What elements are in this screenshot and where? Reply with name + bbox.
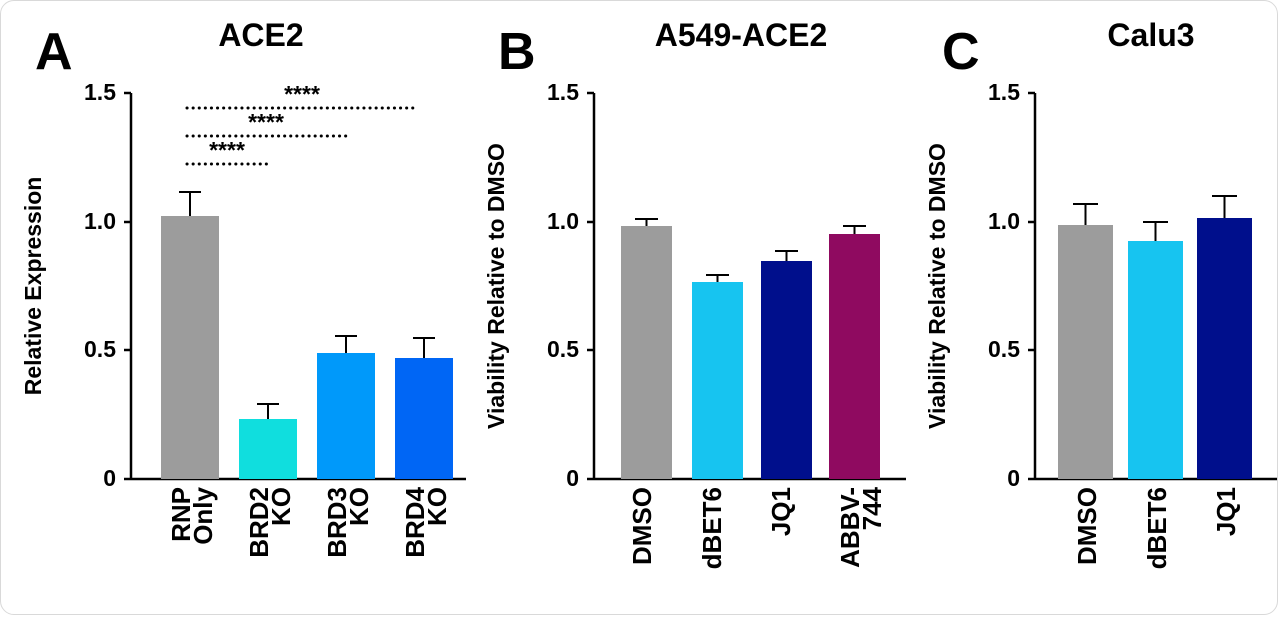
svg-text:Only: Only (188, 486, 218, 544)
svg-text:B: B (498, 23, 536, 81)
svg-text:dBET6: dBET6 (1142, 487, 1172, 569)
svg-text:1.0: 1.0 (547, 208, 579, 234)
svg-text:****: **** (209, 137, 245, 163)
svg-text:C: C (942, 23, 980, 81)
svg-text:Calu3: Calu3 (1107, 17, 1194, 53)
svg-text:JQ1: JQ1 (1211, 487, 1241, 536)
svg-text:1.0: 1.0 (988, 208, 1020, 234)
svg-text:0.5: 0.5 (547, 336, 579, 362)
svg-text:0: 0 (103, 465, 116, 491)
svg-text:1.5: 1.5 (547, 79, 579, 105)
svg-text:A549-ACE2: A549-ACE2 (655, 17, 828, 53)
svg-text:0: 0 (1007, 465, 1020, 491)
svg-text:Viability Relative to DMSO: Viability Relative to DMSO (924, 143, 950, 429)
svg-text:Relative Expression: Relative Expression (20, 177, 46, 396)
svg-text:Viability Relative to DMSO: Viability Relative to DMSO (483, 143, 509, 429)
svg-text:ACE2: ACE2 (218, 17, 303, 53)
svg-text:0: 0 (566, 465, 579, 491)
svg-text:JQ1: JQ1 (766, 487, 796, 536)
svg-text:DMSO: DMSO (627, 487, 657, 565)
svg-text:KO: KO (344, 487, 374, 526)
svg-text:****: **** (284, 81, 320, 107)
svg-text:0.5: 0.5 (84, 336, 116, 362)
svg-text:0.5: 0.5 (988, 336, 1020, 362)
svg-text:1.0: 1.0 (84, 208, 116, 234)
svg-text:1.5: 1.5 (988, 79, 1020, 105)
svg-text:1.5: 1.5 (84, 79, 116, 105)
svg-text:KO: KO (266, 487, 296, 526)
svg-text:KO: KO (422, 487, 452, 526)
svg-text:DMSO: DMSO (1072, 487, 1102, 565)
svg-text:A: A (35, 23, 73, 81)
svg-text:dBET6: dBET6 (697, 487, 727, 569)
svg-text:****: **** (248, 109, 284, 135)
svg-text:744: 744 (857, 486, 887, 530)
